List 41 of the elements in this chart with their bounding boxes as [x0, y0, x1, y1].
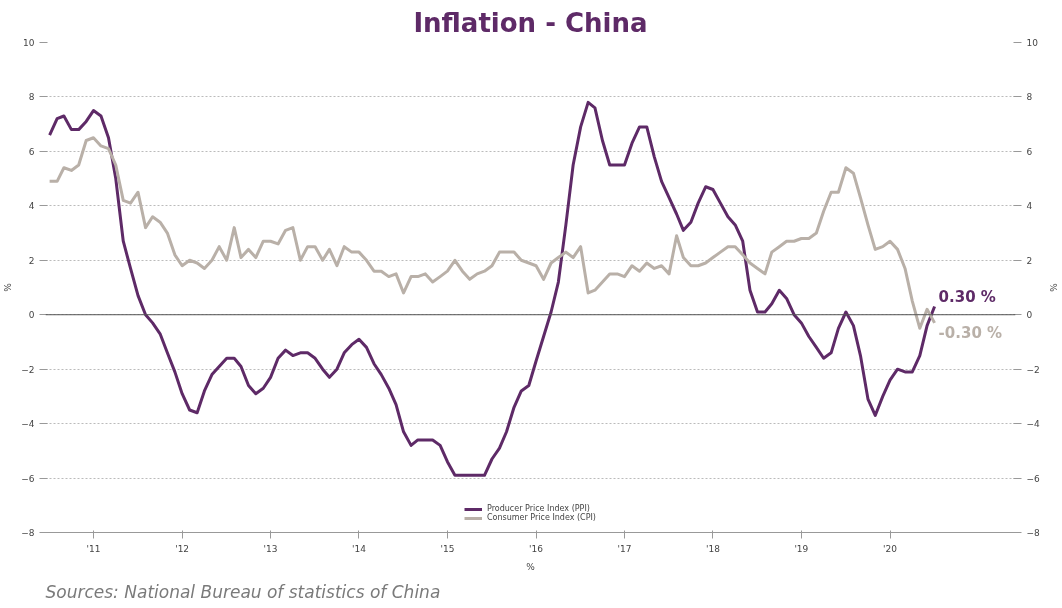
annotation: 0.30 %	[938, 287, 996, 306]
legend-label: Producer Price Index (PPI)	[487, 504, 590, 513]
y-tick-label: −2	[21, 364, 35, 375]
y2-axis-title: %	[1047, 283, 1058, 293]
y-tick-label: 2	[28, 255, 35, 266]
x-tick-label: '12	[175, 543, 190, 554]
y-tick-label: −8	[21, 528, 35, 538]
x-tick-label: '13	[263, 543, 278, 554]
y2-tick-label: −8	[1026, 528, 1041, 538]
x-tick-label: '17	[617, 543, 632, 554]
line-series	[48, 100, 937, 477]
y-tick-label: 8	[28, 92, 35, 103]
line-series	[48, 136, 937, 330]
x-tick-label: '15	[440, 543, 455, 554]
y2-tick-label: 6	[1026, 146, 1033, 157]
y2-tick-label: 8	[1026, 92, 1033, 103]
y2-tick-label: 2	[1026, 255, 1033, 266]
y-tick-label: 0	[28, 310, 35, 321]
y-axis-title: %	[3, 282, 14, 292]
y-tick-label: 6	[28, 146, 35, 157]
y2-tick-label: 0	[1026, 310, 1033, 321]
legend-label: Consumer Price Index (CPI)	[487, 513, 596, 522]
y-tick-label: 10	[23, 38, 35, 48]
y2-tick-label: 4	[1026, 201, 1033, 212]
x-tick-label: '16	[529, 543, 544, 554]
x-tick-label: '14	[352, 543, 367, 554]
x-tick-label: '18	[705, 543, 721, 554]
chart-title: Inflation - China	[413, 7, 648, 38]
x-axis-title: %	[526, 561, 536, 572]
source-note: Sources: National Bureau of statistics of China	[45, 581, 441, 602]
y2-tick-label: 10	[1026, 38, 1039, 48]
y-tick-label: 4	[28, 201, 35, 212]
y2-tick-label: −4	[1026, 419, 1041, 430]
y-tick-label: −6	[21, 473, 35, 484]
y2-tick-label: −6	[1026, 473, 1041, 484]
annotation: -0.30 %	[938, 323, 1003, 342]
x-tick-label: '11	[86, 543, 101, 554]
y2-tick-label: −2	[1026, 364, 1040, 375]
x-tick-label: '20	[883, 543, 898, 554]
y-tick-label: −4	[21, 419, 35, 430]
x-tick-label: '19	[794, 543, 809, 554]
